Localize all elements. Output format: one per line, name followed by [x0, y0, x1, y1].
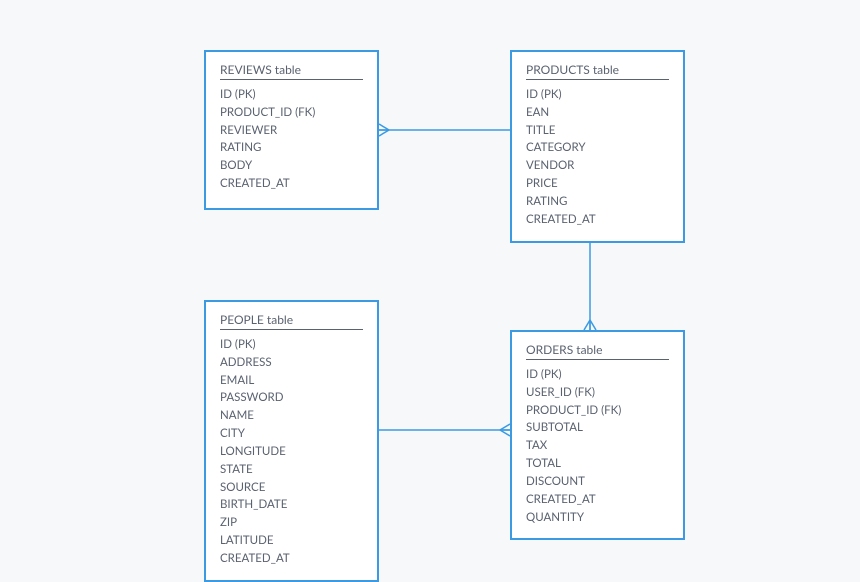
field-row: CATEGORY	[526, 139, 669, 157]
field-row: ADDRESS	[220, 354, 363, 372]
field-row: TAX	[526, 437, 669, 455]
title-underline	[220, 329, 363, 330]
table-title: ORDERS table	[526, 342, 669, 357]
field-row: RATING	[526, 193, 669, 211]
field-row: NAME	[220, 407, 363, 425]
field-row: ID (PK)	[526, 86, 669, 104]
field-row: ID (PK)	[526, 366, 669, 384]
crows-foot-icon	[500, 424, 510, 430]
field-row: STATE	[220, 461, 363, 479]
table-title: PRODUCTS table	[526, 62, 669, 77]
field-row: CITY	[220, 425, 363, 443]
field-row: CREATED_AT	[526, 491, 669, 509]
field-row: LONGITUDE	[220, 443, 363, 461]
field-row: RATING	[220, 139, 363, 157]
crows-foot-icon	[379, 124, 389, 130]
field-row: ID (PK)	[220, 86, 363, 104]
field-row: BODY	[220, 157, 363, 175]
field-row: ID (PK)	[220, 336, 363, 354]
connector-layer	[0, 0, 860, 580]
field-row: CREATED_AT	[220, 550, 363, 568]
field-row: SUBTOTAL	[526, 419, 669, 437]
field-row: PRICE	[526, 175, 669, 193]
table-fields: ID (PK)ADDRESSEMAILPASSWORDNAMECITYLONGI…	[220, 336, 363, 568]
field-row: TOTAL	[526, 455, 669, 473]
field-row: TITLE	[526, 122, 669, 140]
field-row: PASSWORD	[220, 389, 363, 407]
field-row: QUANTITY	[526, 509, 669, 527]
field-row: PRODUCT_ID (FK)	[220, 104, 363, 122]
field-row: LATITUDE	[220, 532, 363, 550]
title-underline	[220, 79, 363, 80]
field-row: ZIP	[220, 514, 363, 532]
field-row: CREATED_AT	[526, 211, 669, 229]
table-title: REVIEWS table	[220, 62, 363, 77]
field-row: REVIEWER	[220, 122, 363, 140]
title-underline	[526, 359, 669, 360]
field-row: USER_ID (FK)	[526, 384, 669, 402]
table-fields: ID (PK)EANTITLECATEGORYVENDORPRICERATING…	[526, 86, 669, 229]
table-fields: ID (PK)PRODUCT_ID (FK)REVIEWERRATINGBODY…	[220, 86, 363, 193]
table-products: PRODUCTS table ID (PK)EANTITLECATEGORYVE…	[510, 50, 685, 243]
crows-foot-icon	[590, 320, 596, 330]
crows-foot-icon	[500, 430, 510, 436]
field-row: SOURCE	[220, 479, 363, 497]
table-people: PEOPLE table ID (PK)ADDRESSEMAILPASSWORD…	[204, 300, 379, 582]
crows-foot-icon	[584, 320, 590, 330]
field-row: BIRTH_DATE	[220, 496, 363, 514]
table-fields: ID (PK)USER_ID (FK)PRODUCT_ID (FK)SUBTOT…	[526, 366, 669, 526]
table-orders: ORDERS table ID (PK)USER_ID (FK)PRODUCT_…	[510, 330, 685, 540]
field-row: EAN	[526, 104, 669, 122]
field-row: EMAIL	[220, 372, 363, 390]
field-row: CREATED_AT	[220, 175, 363, 193]
table-reviews: REVIEWS table ID (PK)PRODUCT_ID (FK)REVI…	[204, 50, 379, 210]
title-underline	[526, 79, 669, 80]
table-title: PEOPLE table	[220, 312, 363, 327]
crows-foot-icon	[379, 130, 389, 136]
field-row: VENDOR	[526, 157, 669, 175]
field-row: DISCOUNT	[526, 473, 669, 491]
field-row: PRODUCT_ID (FK)	[526, 402, 669, 420]
